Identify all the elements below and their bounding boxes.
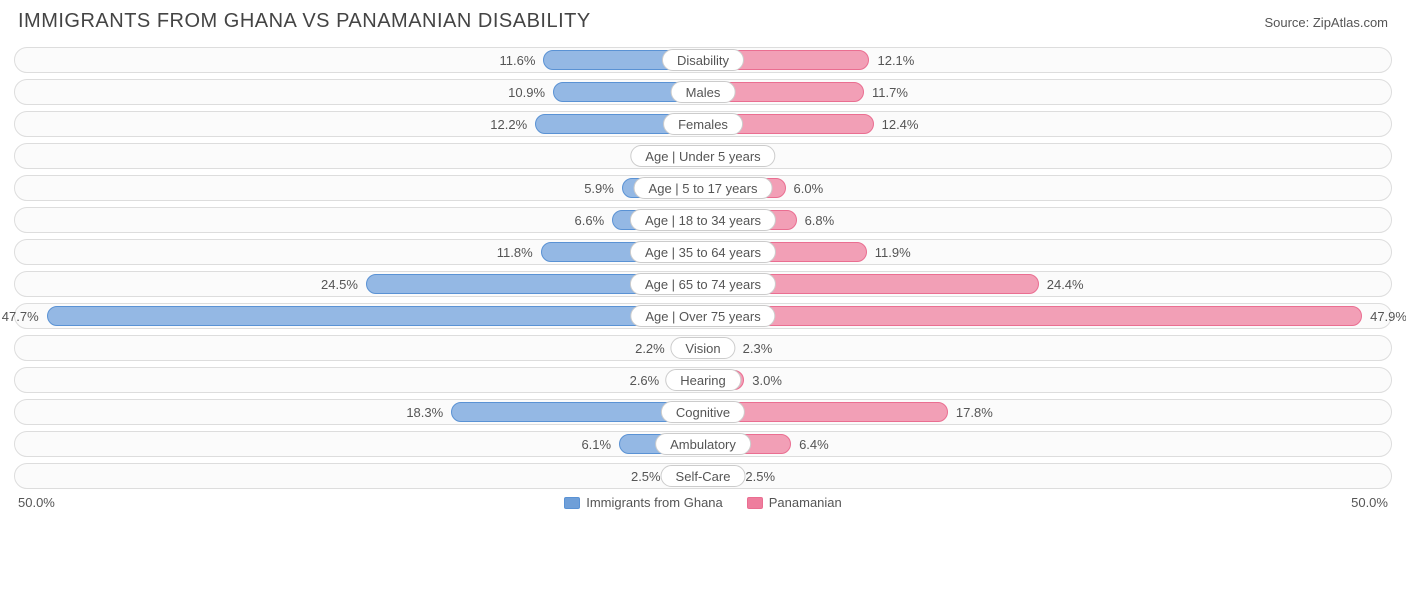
category-pill: Hearing — [665, 369, 741, 391]
value-label-right: 6.8% — [797, 210, 835, 230]
axis-max-right: 50.0% — [1351, 495, 1388, 510]
category-pill: Females — [663, 113, 743, 135]
value-label-left: 5.9% — [584, 178, 622, 198]
category-pill: Males — [671, 81, 736, 103]
bar-left — [47, 306, 703, 326]
value-label-right: 47.9% — [1362, 306, 1406, 326]
legend-swatch-blue-icon — [564, 497, 580, 509]
bar-row: 11.8% 11.9% Age | 35 to 64 years — [14, 239, 1392, 265]
bar-row: 2.2% 2.3%Vision — [14, 335, 1392, 361]
value-label-right: 17.8% — [948, 402, 993, 422]
value-label-left: 12.2% — [490, 114, 535, 134]
category-pill: Age | 35 to 64 years — [630, 241, 776, 263]
bar-row: 47.7%47.9%Age | Over 75 years — [14, 303, 1392, 329]
value-label-left: 24.5% — [321, 274, 366, 294]
bar-row: 6.6% 6.8% Age | 18 to 34 years — [14, 207, 1392, 233]
value-label-right: 12.1% — [869, 50, 914, 70]
category-pill: Disability — [662, 49, 744, 71]
legend-label-right: Panamanian — [769, 495, 842, 510]
bar-row: 12.2% 12.4% Females — [14, 111, 1392, 137]
value-label-left: 11.6% — [499, 50, 543, 70]
bar-row: 11.6% 12.1% Disability — [14, 47, 1392, 73]
bar-row: 2.5%2.5%Self-Care — [14, 463, 1392, 489]
axis-max-left: 50.0% — [18, 495, 55, 510]
value-label-left: 6.1% — [581, 434, 619, 454]
legend-item-left: Immigrants from Ghana — [564, 495, 723, 510]
value-label-left: 10.9% — [508, 82, 553, 102]
category-pill: Age | 18 to 34 years — [630, 209, 776, 231]
value-label-right: 12.4% — [874, 114, 919, 134]
bar-row: 5.9% 6.0% Age | 5 to 17 years — [14, 175, 1392, 201]
bar-row: 10.9% 11.7% Males — [14, 79, 1392, 105]
category-pill: Age | Under 5 years — [630, 145, 775, 167]
legend: Immigrants from Ghana Panamanian — [564, 495, 842, 510]
bar-row: 6.1% 6.4% Ambulatory — [14, 431, 1392, 457]
legend-swatch-pink-icon — [747, 497, 763, 509]
value-label-right: 6.0% — [786, 178, 824, 198]
value-label-right: 3.0% — [744, 370, 782, 390]
bar-row: 1.2%1.3%Age | Under 5 years — [14, 143, 1392, 169]
value-label-right: 24.4% — [1039, 274, 1084, 294]
category-pill: Vision — [670, 337, 735, 359]
category-pill: Ambulatory — [655, 433, 751, 455]
bar-row: 2.6% 3.0%Hearing — [14, 367, 1392, 393]
value-label-left: 47.7% — [2, 306, 47, 326]
category-pill: Self-Care — [661, 465, 746, 487]
category-pill: Cognitive — [661, 401, 745, 423]
value-label-right: 2.3% — [735, 338, 773, 358]
source-attribution: Source: ZipAtlas.com — [1264, 15, 1388, 30]
value-label-left: 11.8% — [497, 242, 541, 262]
value-label-right: 6.4% — [791, 434, 829, 454]
category-pill: Age | 5 to 17 years — [634, 177, 773, 199]
category-pill: Age | Over 75 years — [630, 305, 775, 327]
category-pill: Age | 65 to 74 years — [630, 273, 776, 295]
diverging-bar-chart: 11.6% 12.1% Disability 10.9% 11.7% Males 12.2%… — [14, 47, 1392, 489]
value-label-right: 11.9% — [867, 242, 911, 262]
header: IMMIGRANTS FROM GHANA VS PANAMANIAN DISA… — [14, 10, 1392, 33]
value-label-left: 2.6% — [630, 370, 668, 390]
bar-row: 18.3% 17.8% Cognitive — [14, 399, 1392, 425]
value-label-left: 18.3% — [406, 402, 451, 422]
axis-footer: 50.0% Immigrants from Ghana Panamanian 5… — [14, 495, 1392, 510]
chart-title: IMMIGRANTS FROM GHANA VS PANAMANIAN DISA… — [18, 10, 591, 33]
bar-right — [703, 306, 1362, 326]
value-label-right: 11.7% — [864, 82, 908, 102]
bar-row: 24.5% 24.4% Age | 65 to 74 years — [14, 271, 1392, 297]
legend-item-right: Panamanian — [747, 495, 842, 510]
legend-label-left: Immigrants from Ghana — [586, 495, 723, 510]
value-label-left: 2.2% — [635, 338, 673, 358]
value-label-left: 6.6% — [575, 210, 613, 230]
